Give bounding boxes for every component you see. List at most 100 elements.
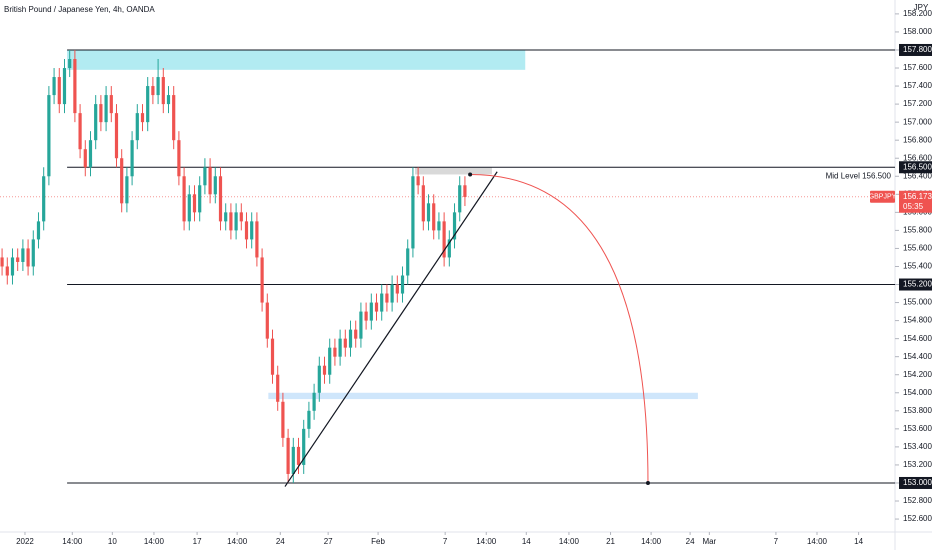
zone [414, 167, 492, 175]
x-tick-label: 14 [854, 537, 863, 546]
projection-start [468, 172, 473, 177]
y-tick-label: 156.600 [903, 153, 932, 162]
candle-body [380, 293, 384, 312]
candle-body [281, 401, 285, 438]
x-tick-label: 10 [108, 537, 117, 546]
candle-body [36, 221, 41, 240]
candle-body [125, 176, 129, 204]
y-tick-label: 154.200 [903, 370, 932, 379]
candle-body [265, 302, 269, 339]
candle-body [395, 284, 399, 294]
candle-body [187, 194, 191, 222]
candle-body [359, 311, 363, 339]
candle-body [348, 329, 353, 348]
candle-body [21, 248, 25, 262]
candle-body [322, 365, 327, 375]
candle-body [52, 77, 56, 96]
y-tick-label: 156.800 [903, 135, 932, 144]
x-tick-label: 14:00 [62, 537, 83, 546]
projection-arc [470, 173, 649, 483]
zone [67, 49, 526, 70]
candle-body [437, 221, 441, 231]
candle-body [447, 239, 451, 258]
candle-body [317, 365, 321, 393]
candle-body [286, 437, 290, 474]
candle-body [458, 185, 462, 213]
candle-body [244, 221, 249, 240]
candle-body [374, 302, 379, 312]
candle-body [421, 185, 425, 222]
trendline [284, 171, 498, 487]
candle-body [83, 149, 87, 168]
candle-body [302, 428, 306, 465]
candle-body [5, 266, 9, 276]
level-note: Mid Level 156.500 [826, 171, 892, 180]
x-tick-label: 14:00 [559, 537, 580, 546]
y-tick-label: 157.000 [903, 117, 932, 126]
candle-body [198, 185, 202, 213]
candle-body [47, 95, 51, 177]
candle-body [364, 311, 368, 321]
y-tick-label: 152.600 [903, 514, 932, 523]
y-tick-label: 154.800 [903, 316, 932, 325]
candle-body [312, 392, 316, 411]
level-label: 157.800 [903, 45, 932, 54]
level-box [899, 476, 932, 489]
level-box [899, 161, 932, 174]
x-tick-label: 7 [443, 537, 448, 546]
candle-body [291, 446, 295, 474]
candle-body [166, 95, 171, 105]
level-label: 156.500 [903, 162, 932, 171]
x-tick-label: 27 [324, 537, 333, 546]
candle-body [203, 167, 207, 186]
candle-body [432, 203, 436, 231]
candle-body [146, 86, 150, 123]
candle-body [135, 113, 139, 141]
candle-body [78, 113, 82, 150]
candle-body [114, 113, 119, 159]
candle-body [400, 275, 405, 294]
candle-body [260, 257, 264, 303]
x-tick-label: 14:00 [807, 537, 828, 546]
candle-body [120, 158, 124, 204]
x-tick-label: 14 [522, 537, 531, 546]
candle-body [270, 338, 275, 375]
candle-body [172, 95, 176, 141]
symbol-label: GBPJPY [869, 194, 897, 201]
candle-body [328, 347, 332, 375]
x-tick-label: 14:00 [144, 537, 165, 546]
candle-body [94, 104, 98, 141]
y-tick-label: 152.800 [903, 496, 932, 505]
symbol-box [870, 190, 895, 203]
candle-body [208, 167, 212, 195]
y-tick-label: 154.000 [903, 388, 932, 397]
candle-body [239, 212, 243, 222]
y-tick-label: 156.400 [903, 171, 932, 180]
y-tick-label: 158.000 [903, 27, 932, 36]
candle-body [463, 185, 467, 198]
candle-body [224, 212, 228, 222]
candle-body [104, 95, 108, 123]
candle-body [276, 374, 280, 402]
chart-title: British Pound / Japanese Yen, 4h, OANDA [4, 5, 155, 14]
candle-body [161, 77, 165, 105]
level-box [899, 43, 932, 56]
y-tick-label: 155.000 [903, 298, 932, 307]
candle-body [452, 212, 457, 240]
candle-body [16, 257, 20, 262]
y-tick-label: 154.600 [903, 334, 932, 343]
candle-body [42, 176, 46, 222]
x-tick-label: 24 [686, 537, 695, 546]
y-tick-label: 157.400 [903, 81, 932, 90]
y-tick-label: 155.800 [903, 226, 932, 235]
candle-body [426, 203, 431, 222]
x-tick-label: 24 [276, 537, 285, 546]
candle-body [255, 221, 259, 258]
candle-body [31, 239, 35, 267]
candle-body [57, 77, 61, 105]
candle-body [296, 446, 301, 465]
currency: JPY [914, 3, 929, 12]
y-tick-label: 154.400 [903, 352, 932, 361]
candle-body [62, 68, 67, 105]
